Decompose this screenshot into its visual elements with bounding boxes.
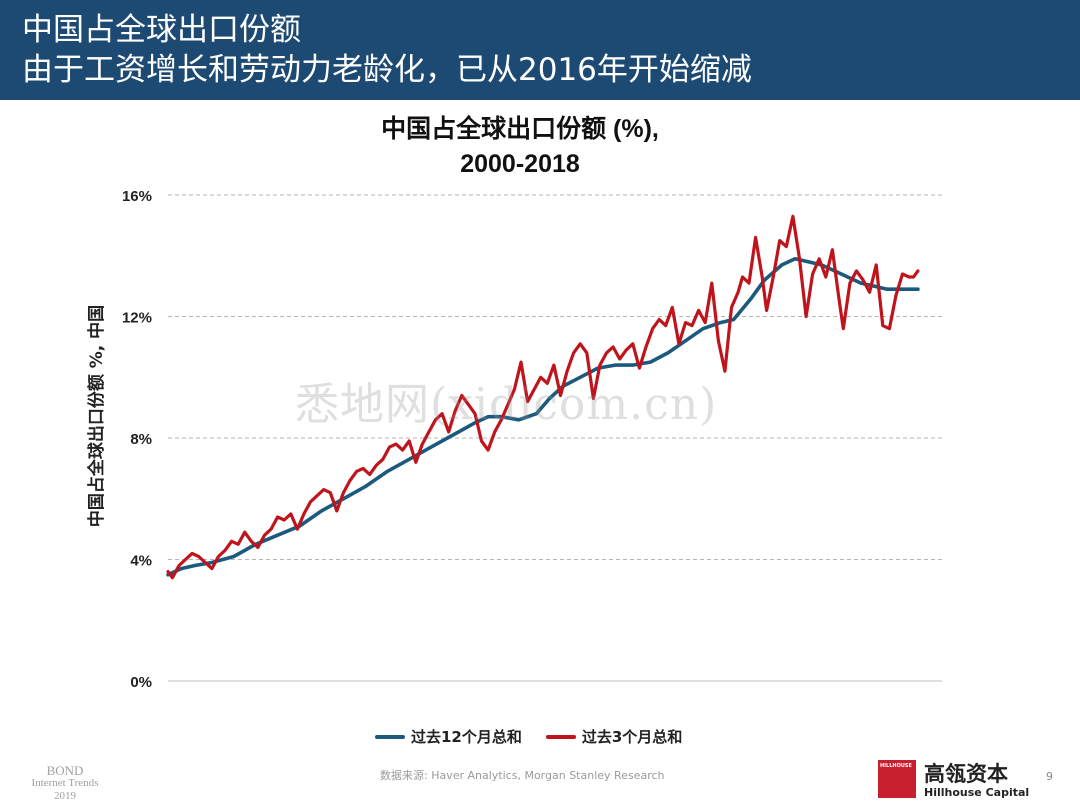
source-note: 数据来源: Haver Analytics, Morgan Stanley Re… xyxy=(380,769,665,782)
legend-swatch-12m xyxy=(375,734,405,739)
legend-label-12m: 过去12个月总和 xyxy=(411,728,522,746)
slide-title-line1: 中国占全球出口份额 xyxy=(22,12,301,48)
y-tick-label: 16% xyxy=(122,188,152,205)
legend-item-12m: 过去12个月总和 xyxy=(375,726,522,747)
legend-label-3m: 过去3个月总和 xyxy=(581,728,683,746)
watermark: 悉地网(xidicom.cn) xyxy=(295,379,718,430)
chart-title-line1: 中国占全球出口份额 (%), xyxy=(381,115,659,143)
chart-title-line2: 2000-2018 xyxy=(460,150,580,178)
chart-title: 中国占全球出口份额 (%), 2000-2018 xyxy=(300,112,740,182)
logo-name-cn: 高瓴资本 xyxy=(924,762,1008,786)
hillhouse-logo: HILLHOUSE 高瓴资本 Hillhouse Capital xyxy=(878,758,1033,802)
series-line-3m xyxy=(166,214,920,580)
y-axis-label: 中国占全球出口份额 %, 中国 xyxy=(86,305,107,527)
bond-subtitle: Internet Trends xyxy=(31,777,99,789)
logo-mark-icon: HILLHOUSE xyxy=(878,760,916,798)
y-tick-label: 12% xyxy=(122,310,152,327)
logo-name-en: Hillhouse Capital xyxy=(924,786,1030,799)
line-chart: 0%4%8%12%16%2000200120032004200620072009… xyxy=(86,188,942,691)
legend-swatch-3m xyxy=(545,734,576,739)
y-tick-label: 0% xyxy=(130,674,152,691)
bond-year: 2019 xyxy=(54,790,76,802)
logo-mark-text: HILLHOUSE xyxy=(880,763,912,769)
bond-footer: BOND Internet Trends 2019 xyxy=(20,764,110,803)
y-tick-label: 8% xyxy=(130,431,152,448)
legend-item-3m: 过去3个月总和 xyxy=(545,726,683,747)
slide-title-line2: 由于工资增长和劳动力老龄化，已从2016年开始缩减 xyxy=(22,52,752,88)
slide-header: 中国占全球出口份额 由于工资增长和劳动力老龄化，已从2016年开始缩减 xyxy=(0,0,1080,100)
chart-legend: 过去12个月总和 过去3个月总和 xyxy=(375,726,682,747)
page-number: 9 xyxy=(1046,770,1053,783)
bond-title: BOND xyxy=(46,763,84,778)
y-tick-label: 4% xyxy=(130,553,152,570)
